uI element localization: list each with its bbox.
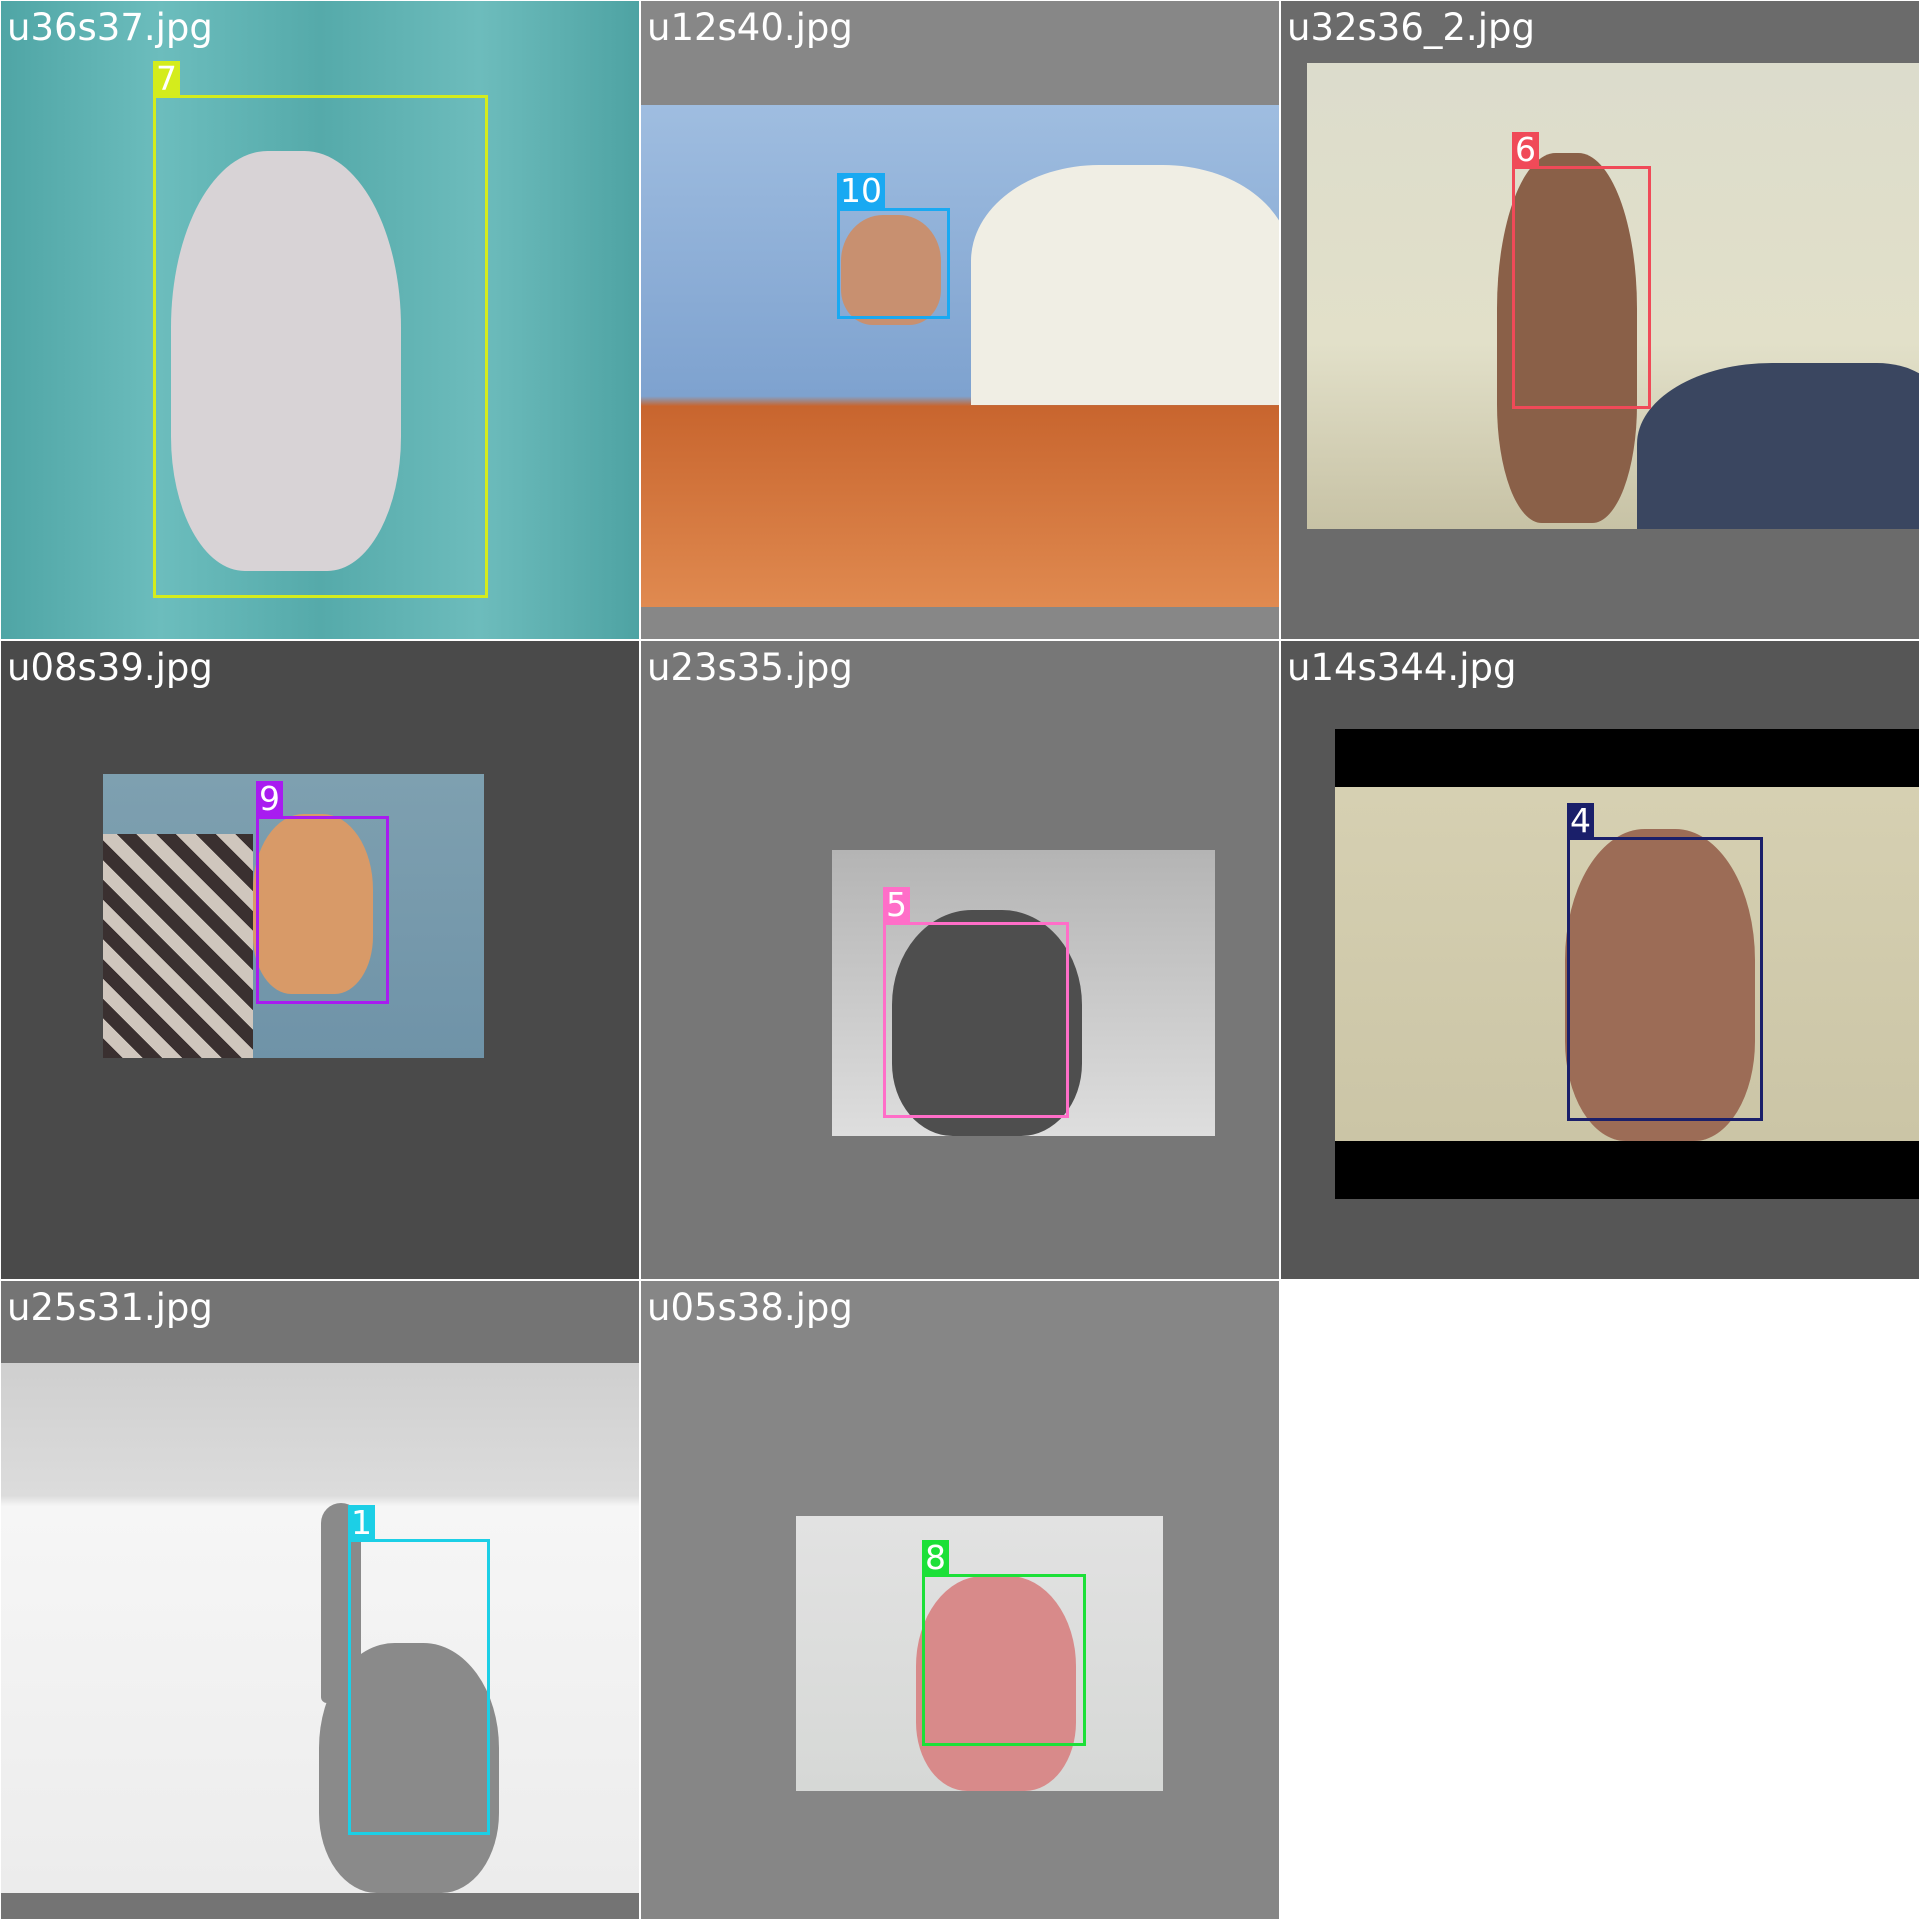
hand [892, 910, 1082, 1136]
hand [841, 215, 941, 325]
photo [1, 1, 639, 639]
tile-u12s40: 10 u12s40.jpg [641, 1, 1279, 639]
tile-filename: u12s40.jpg [647, 6, 853, 49]
tile-filename: u32s36_2.jpg [1287, 6, 1535, 49]
detection-label: 10 [837, 173, 885, 209]
person-shirt [971, 165, 1279, 405]
tile-u25s31: 1 u25s31.jpg [1, 1281, 639, 1919]
tile-filename: u23s35.jpg [647, 646, 853, 689]
tile-u23s35: 5 u23s35.jpg [641, 641, 1279, 1279]
detection-label: 1 [348, 1505, 375, 1541]
tile-u32s36_2: 6 u32s36_2.jpg [1281, 1, 1919, 639]
detection-label: 9 [256, 781, 283, 817]
sweater [1637, 363, 1919, 529]
detection-label: 4 [1567, 803, 1594, 839]
letterbox-bottom [1335, 1141, 1919, 1199]
detection-label: 6 [1512, 132, 1539, 168]
detection-label: 5 [883, 887, 910, 923]
photo [103, 774, 484, 1058]
hand [1497, 153, 1637, 523]
detection-box [883, 922, 1069, 1118]
tile-u14s344: 4 u14s344.jpg [1281, 641, 1919, 1279]
hand [253, 814, 373, 994]
detection-box [348, 1539, 490, 1835]
detection-label: 8 [922, 1540, 949, 1576]
hand [1565, 829, 1755, 1141]
tile-filename: u25s31.jpg [7, 1286, 213, 1329]
hand [916, 1576, 1076, 1791]
tile-filename: u14s344.jpg [1287, 646, 1517, 689]
tile-filename: u08s39.jpg [7, 646, 213, 689]
photo [1307, 63, 1919, 529]
detection-box [153, 95, 488, 598]
detection-label: 7 [153, 61, 180, 97]
hand [171, 151, 401, 571]
detection-box [256, 816, 389, 1004]
tile-filename: u05s38.jpg [647, 1286, 853, 1329]
detection-box [1512, 166, 1651, 409]
detection-box [1567, 837, 1763, 1121]
letterbox-top [1335, 729, 1919, 787]
detection-box [837, 208, 950, 319]
detection-box [922, 1574, 1086, 1746]
tile-u36s37: 7 u36s37.jpg [1, 1, 639, 639]
tile-u08s39: 9 u08s39.jpg [1, 641, 639, 1279]
tile-u05s38: 8 u05s38.jpg [641, 1281, 1279, 1919]
photo [796, 1516, 1163, 1791]
photo [1, 1363, 639, 1893]
plaid-sleeve [103, 834, 253, 1058]
photo [641, 105, 1279, 607]
